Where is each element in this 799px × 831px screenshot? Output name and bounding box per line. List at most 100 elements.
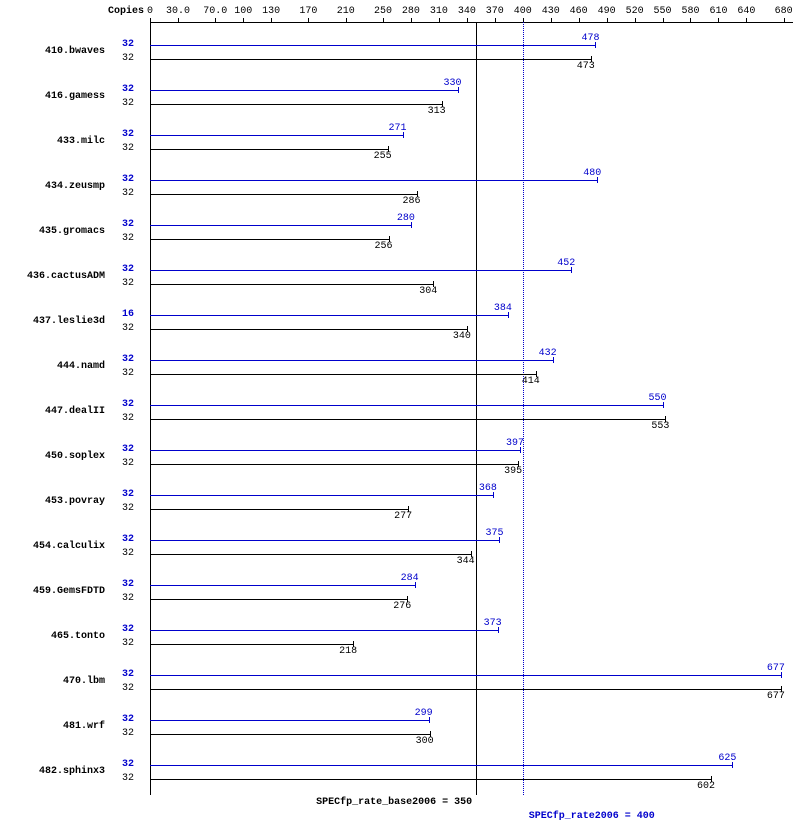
x-tick-label: 640 (737, 6, 755, 17)
benchmark-name: 433.milc (57, 136, 105, 147)
x-tick-label: 310 (430, 6, 448, 17)
value-base: 395 (504, 466, 522, 477)
value-peak: 284 (401, 573, 419, 584)
bar-peak (150, 45, 595, 46)
summary-base: SPECfp_rate_base2006 = 350 (316, 797, 472, 808)
x-tick-label: 100 (234, 6, 252, 17)
x-tick-label: 0 (147, 6, 153, 17)
x-tick (551, 18, 552, 22)
value-peak: 299 (415, 708, 433, 719)
bar-peak (150, 270, 571, 271)
bar-peak (150, 540, 499, 541)
bar-peak (150, 180, 597, 181)
copies-peak: 32 (122, 84, 134, 95)
copies-base: 32 (122, 143, 134, 154)
value-base: 276 (393, 601, 411, 612)
bar-peak (150, 675, 781, 676)
benchmark-name: 416.gamess (45, 91, 105, 102)
copies-base: 32 (122, 728, 134, 739)
copies-base: 32 (122, 593, 134, 604)
bar-peak (150, 450, 520, 451)
x-tick-label: 680 (775, 6, 793, 17)
bar-peak (150, 765, 732, 766)
x-tick-label: 340 (458, 6, 476, 17)
copies-base: 32 (122, 683, 134, 694)
x-tick-label: 580 (681, 6, 699, 17)
x-tick (178, 18, 179, 22)
value-peak: 432 (539, 348, 557, 359)
value-base: 553 (651, 421, 669, 432)
bar-peak (150, 405, 663, 406)
value-base: 313 (428, 106, 446, 117)
x-tick-label: 430 (542, 6, 560, 17)
x-tick (150, 18, 151, 22)
copies-header: Copies (108, 6, 144, 17)
x-tick (579, 18, 580, 22)
value-base: 218 (339, 646, 357, 657)
value-peak: 480 (583, 168, 601, 179)
copies-peak: 32 (122, 579, 134, 590)
x-tick (467, 18, 468, 22)
bar-base (150, 194, 417, 195)
copies-peak: 32 (122, 129, 134, 140)
bar-base (150, 689, 781, 690)
copies-base: 32 (122, 548, 134, 559)
bar-peak (150, 225, 411, 226)
copies-peak: 32 (122, 444, 134, 455)
bar-base (150, 734, 430, 735)
copies-peak: 32 (122, 534, 134, 545)
ref-line-peak (523, 22, 524, 795)
copies-base: 32 (122, 638, 134, 649)
value-peak: 368 (479, 483, 497, 494)
value-base: 256 (375, 241, 393, 252)
value-base: 344 (457, 556, 475, 567)
x-tick (718, 18, 719, 22)
value-base: 277 (394, 511, 412, 522)
value-base: 300 (416, 736, 434, 747)
x-tick (271, 18, 272, 22)
copies-peak: 32 (122, 669, 134, 680)
x-tick-label: 250 (374, 6, 392, 17)
bar-peak (150, 360, 553, 361)
copies-peak: 32 (122, 399, 134, 410)
x-tick-label: 610 (709, 6, 727, 17)
copies-base: 32 (122, 413, 134, 424)
summary-peak: SPECfp_rate2006 = 400 (529, 811, 655, 822)
bar-base (150, 329, 467, 330)
y-axis (150, 22, 151, 795)
copies-peak: 32 (122, 174, 134, 185)
value-base: 473 (577, 61, 595, 72)
value-peak: 330 (444, 78, 462, 89)
copies-base: 32 (122, 323, 134, 334)
x-tick (411, 18, 412, 22)
x-tick (663, 18, 664, 22)
x-tick-label: 370 (486, 6, 504, 17)
bar-base (150, 59, 591, 60)
copies-peak: 16 (122, 309, 134, 320)
bar-peak (150, 585, 415, 586)
benchmark-name: 470.lbm (63, 676, 105, 687)
ref-line-base (476, 22, 477, 795)
copies-base: 32 (122, 278, 134, 289)
x-tick-label: 280 (402, 6, 420, 17)
bar-base (150, 374, 536, 375)
benchmark-name: 482.sphinx3 (39, 766, 105, 777)
bar-base (150, 239, 389, 240)
x-tick-label: 520 (626, 6, 644, 17)
x-tick (635, 18, 636, 22)
bar-base (150, 509, 408, 510)
copies-peak: 32 (122, 624, 134, 635)
value-peak: 384 (494, 303, 512, 314)
value-base: 677 (767, 691, 785, 702)
value-peak: 375 (485, 528, 503, 539)
x-tick (439, 18, 440, 22)
benchmark-name: 436.cactusADM (27, 271, 105, 282)
value-peak: 452 (557, 258, 575, 269)
bar-peak (150, 630, 498, 631)
value-base: 304 (419, 286, 437, 297)
x-tick (746, 18, 747, 22)
value-peak: 478 (581, 33, 599, 44)
x-axis (150, 22, 793, 23)
value-base: 602 (697, 781, 715, 792)
copies-base: 32 (122, 503, 134, 514)
